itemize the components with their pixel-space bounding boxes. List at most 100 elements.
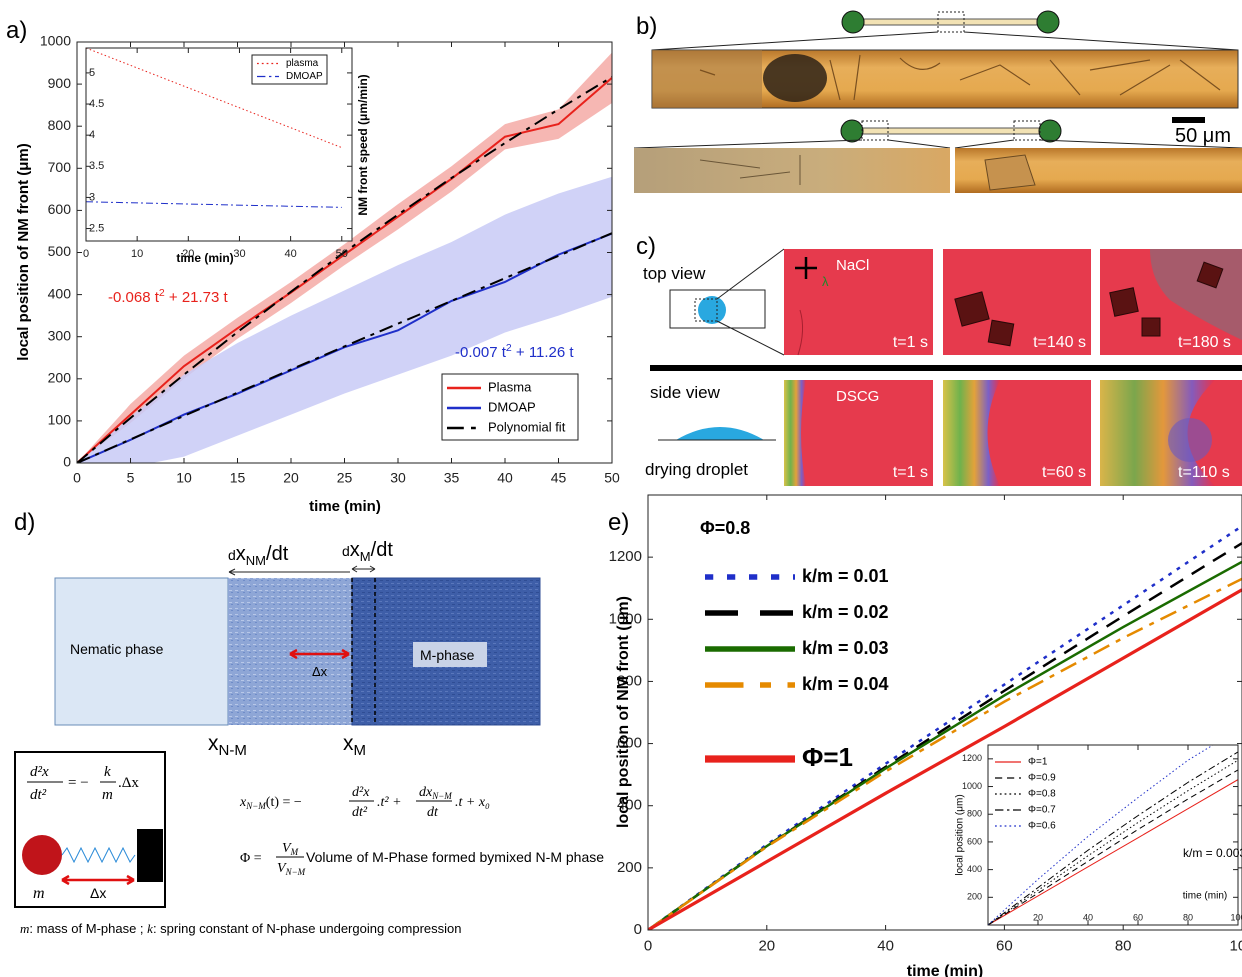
y-tick-label: 4 [89, 129, 95, 141]
x-tick-label: 0 [83, 248, 89, 260]
panel-label: a) [6, 17, 27, 44]
eq-part: dt² [30, 787, 47, 803]
eq-part: m [102, 787, 113, 803]
y-tick-label: 200 [967, 892, 982, 902]
panel-b: 50 μm [634, 11, 1242, 193]
sample-label: NaCl [836, 257, 869, 274]
x-tick-label: 40 [497, 469, 513, 485]
y-tick-label: 0 [634, 921, 642, 938]
legend-label: Φ=0.9 [1028, 773, 1056, 784]
view-label: drying droplet [645, 460, 748, 479]
zoom-lines [717, 249, 784, 355]
eq-part: k [104, 764, 111, 780]
x-tick-label: 50 [336, 248, 348, 260]
scale-label: 50 μm [1175, 125, 1231, 147]
zoom-lines [634, 140, 1242, 148]
panel-label: d) [14, 509, 35, 536]
y-tick-label: 1000 [962, 781, 982, 791]
annotation-part: k/m = 0.003 [1183, 846, 1242, 860]
annotation: -0.068 t2 + 21.73 t [108, 287, 229, 306]
position-part: x [343, 732, 354, 755]
spring-equation: d²x dt² = − k m .Δx [27, 764, 139, 803]
eq-part: dxN−M [419, 785, 452, 801]
eq-sub: N−M [245, 801, 266, 811]
time-label: t=1 s [893, 334, 928, 351]
panel-d: dxNM/dt dxM/dt Nematic phase M-phase Δx … [15, 539, 604, 936]
legend-label: k/m = 0.04 [802, 674, 889, 694]
divider [650, 365, 1242, 371]
y-tick-label: 100 [48, 412, 72, 428]
x-tick-label: 15 [230, 469, 246, 485]
eq-part: Φ = [240, 851, 262, 866]
capillary [864, 19, 1037, 25]
rate-part: /dt [266, 543, 289, 565]
y-tick-label: 1000 [40, 33, 71, 49]
rate-part: d [228, 547, 236, 563]
x-tick-label: 20 [1033, 912, 1043, 922]
y-tick-label: 0 [63, 454, 71, 470]
spring [62, 848, 135, 862]
x-tick-label: 100 [1229, 937, 1242, 954]
x-tick-label: 10 [131, 248, 143, 260]
crystal [1110, 288, 1138, 316]
eq-sub: N−M [285, 867, 306, 877]
legend-label: Φ=0.6 [1028, 821, 1056, 832]
figure: a) b) c) d) e) 50 μm top view λ NaCl t=1… [0, 0, 1242, 977]
legend-label: k/m = 0.02 [802, 602, 889, 622]
x-axis-label: time (min) [907, 963, 983, 977]
panel-label: b) [636, 13, 657, 40]
time-label: t=60 s [1042, 464, 1086, 481]
x-tick-label: 45 [551, 469, 567, 485]
x-tick-label: 40 [284, 248, 296, 260]
eq-part: dx [419, 785, 433, 800]
eq-part: dt² [352, 805, 368, 820]
deposit [1168, 418, 1212, 462]
front-equation: xN−M(t) = − d²x dt² .t² + dxN−M dt .t + … [239, 785, 490, 820]
y-tick-label: 3.5 [89, 160, 104, 172]
x-tick-label: 0 [644, 937, 652, 954]
micrograph-defect [763, 54, 827, 102]
rate-part: x [350, 539, 360, 561]
eq-part: VN−M [277, 861, 306, 877]
annotation-part: + 11.26 t [512, 344, 575, 361]
mass-label: m [33, 885, 45, 902]
legend-label: Φ=1 [802, 742, 853, 772]
x-tick-label: 20 [758, 937, 775, 954]
delta-label: Δx [90, 885, 106, 901]
eq-part: (t) = − [266, 795, 302, 810]
x-tick-label: 10 [176, 469, 192, 485]
legend-title: Φ=0.8 [700, 518, 750, 538]
y-axis-label: NM front speed (μm/min) [356, 74, 370, 215]
y-tick-label: 200 [48, 370, 72, 386]
time-label: t=140 s [1033, 334, 1086, 351]
y-tick-label: 1200 [962, 753, 982, 763]
x-tick-label: 50 [604, 469, 620, 485]
droplet [676, 427, 764, 440]
rate-sub: NM [246, 553, 266, 568]
droplet [698, 296, 726, 324]
legend-label: DMOAP [488, 399, 536, 414]
annotation: k/m = 0.003 [1183, 846, 1242, 860]
y-tick-label: 700 [48, 159, 72, 175]
y-tick-label: 4.5 [89, 98, 104, 110]
legend-label: Polynomial fit [488, 419, 566, 434]
x-tick-label: 0 [73, 469, 81, 485]
delta-label: Δx [312, 664, 328, 679]
annotation-part: + 21.73 t [165, 289, 229, 306]
y-tick-label: 500 [48, 243, 72, 259]
legend-label: k/m = 0.01 [802, 566, 889, 586]
footnote: m: mass of M-phase ; k: spring constant … [20, 921, 462, 936]
x-tick-label: 35 [444, 469, 460, 485]
y-axis-label: local position of NM front (μm) [15, 143, 32, 361]
y-tick-label: 800 [48, 117, 72, 133]
mass [22, 835, 62, 875]
y-tick-label: 3 [89, 191, 95, 203]
legend-label: Φ=1 [1028, 757, 1048, 768]
x-tick-label: 30 [233, 248, 245, 260]
y-tick-label: 600 [48, 201, 72, 217]
reservoir [841, 120, 863, 142]
rate-part: /dt [371, 539, 394, 561]
y-tick-label: 900 [48, 75, 72, 91]
view-label: top view [643, 264, 706, 283]
eq-sub: M [290, 847, 299, 857]
